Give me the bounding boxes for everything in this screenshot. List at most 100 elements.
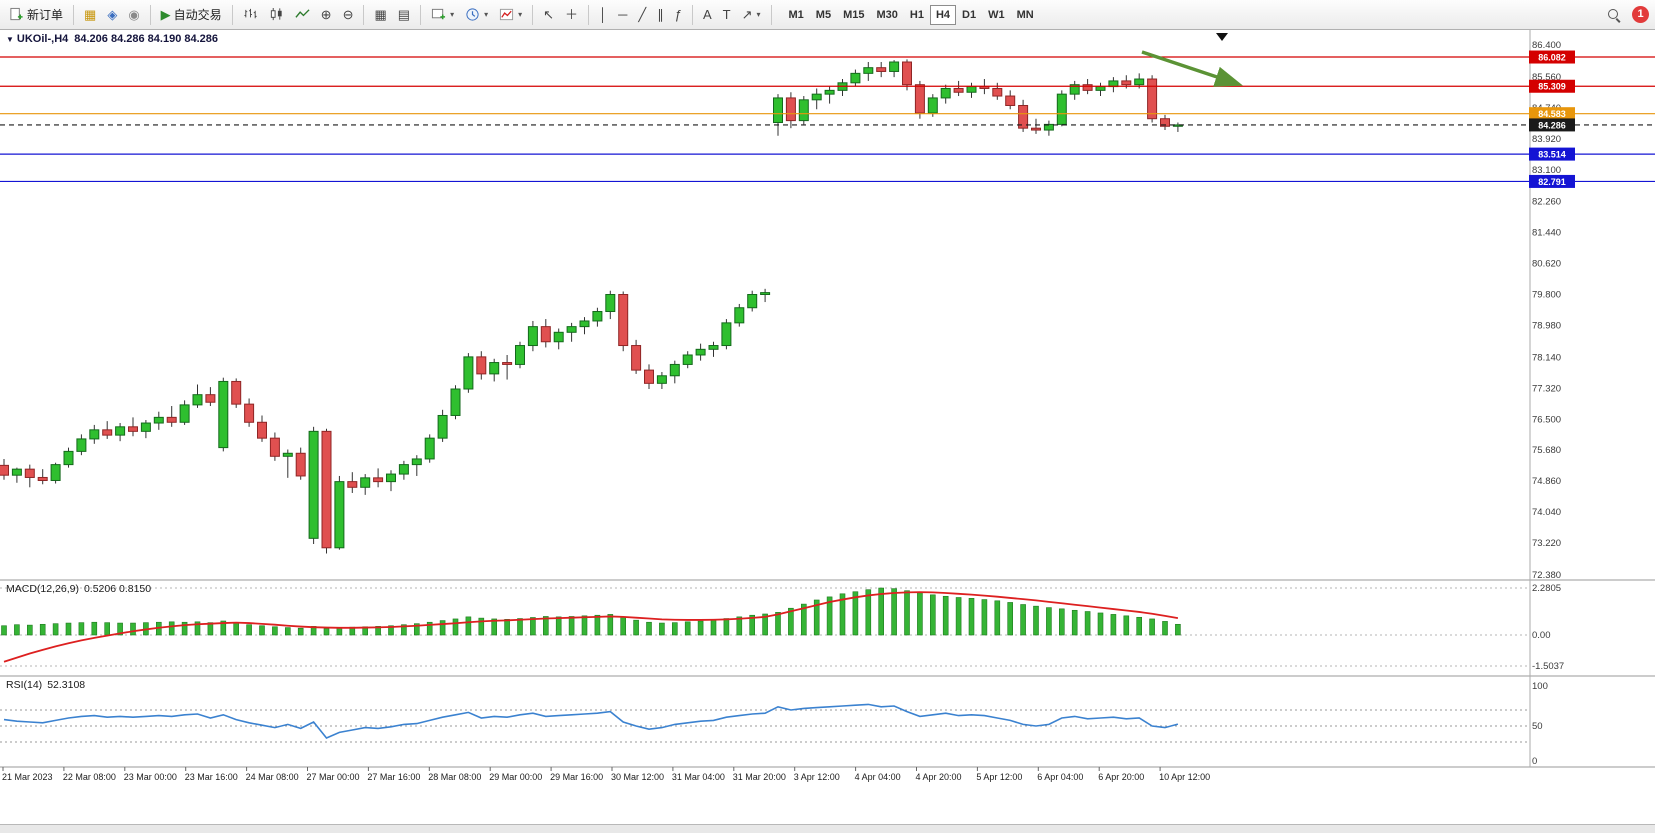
candle (644, 369, 654, 384)
rsi-scale-label: 50 (1532, 721, 1543, 732)
candle (527, 326, 538, 347)
new-order-button[interactable]: 新订单 (4, 3, 68, 27)
navigator-icon: ◈ (107, 7, 118, 22)
macd-histogram-bar (788, 607, 794, 636)
timeframe-w1[interactable]: W1 (982, 5, 1011, 25)
tile-windows-button[interactable]: ▦ (369, 3, 391, 27)
bar-chart-button[interactable] (238, 3, 263, 27)
candle (618, 294, 629, 347)
candle (811, 93, 822, 101)
candle (605, 294, 616, 313)
macd-histogram-bar (671, 622, 678, 636)
candle (695, 348, 706, 356)
indicators-icon (500, 8, 514, 21)
autotrading-button[interactable]: ▶ 自动交易 (156, 3, 227, 27)
channel-button[interactable]: ∥ (652, 3, 669, 27)
timeframe-m30[interactable]: M30 (870, 5, 903, 25)
timeframe-mn[interactable]: MN (1011, 5, 1040, 25)
price-tick-label: 85.560 (1532, 72, 1561, 83)
candle (76, 438, 87, 452)
price-tick-label: 74.040 (1532, 507, 1561, 518)
time-label: 3 Apr 12:00 (794, 772, 840, 782)
search-icon (1607, 8, 1621, 22)
candle-chart-button[interactable] (264, 3, 289, 27)
macd-histogram-bar (478, 617, 485, 636)
tile-windows-icon: ▦ (374, 7, 387, 22)
trend-arrow[interactable] (1141, 50, 1243, 87)
chart-shift-marker[interactable] (1216, 33, 1228, 41)
price-tick-label: 78.140 (1532, 352, 1561, 363)
candle (295, 452, 306, 477)
price-tick-label: 73.220 (1532, 538, 1561, 549)
macd-histogram-bar (1, 625, 7, 636)
line-chart-button[interactable] (290, 3, 315, 27)
candle (1082, 84, 1093, 91)
toolbar-separator (420, 4, 422, 25)
timeframe-m1[interactable]: M1 (783, 5, 810, 25)
toolbar-separator (770, 4, 772, 25)
candle (579, 320, 590, 328)
vertical-line-button[interactable]: │ (594, 3, 612, 27)
macd-histogram-bar (39, 623, 46, 636)
zoom-in-button[interactable]: ⊕ (316, 3, 337, 27)
candle (282, 452, 293, 457)
candle (979, 86, 990, 89)
candle (437, 414, 448, 439)
candle (914, 84, 925, 114)
text-button[interactable]: A (698, 3, 717, 27)
label-button[interactable]: T (718, 3, 736, 27)
time-label: 22 Mar 08:00 (63, 772, 116, 782)
arrows-button[interactable]: ↗ ▾ (737, 3, 766, 27)
macd-indicator-label: MACD(12,26,9) 0.5206 0.8150 (6, 583, 151, 595)
price-tick-label: 77.320 (1532, 383, 1561, 394)
cascade-windows-button[interactable]: ▤ (393, 3, 415, 27)
cursor-button[interactable]: ↖ (538, 3, 559, 27)
toolbar-separator (73, 4, 75, 25)
market-watch-button[interactable]: ▦ (79, 3, 101, 27)
level-badge[interactable] (1529, 174, 1575, 188)
status-bar (0, 824, 1655, 833)
trendline-button[interactable]: ╱ (633, 3, 651, 27)
horizontal-line-icon: ─ (618, 7, 628, 22)
macd-histogram-bar (1033, 605, 1039, 636)
symbol-dropdown-icon[interactable]: ▼ (6, 35, 14, 44)
price-tick-label: 83.920 (1532, 134, 1561, 145)
timeframe-m15[interactable]: M15 (837, 5, 870, 25)
crosshair-button[interactable]: ＋ (560, 3, 583, 27)
candle (1160, 118, 1170, 127)
macd-histogram-bar (917, 592, 923, 636)
navigator-button[interactable]: ◈ (102, 3, 122, 27)
macd-histogram-bar (375, 626, 381, 636)
level-badge[interactable] (1529, 50, 1575, 64)
terminal-button[interactable]: ◉ (123, 3, 144, 27)
time-label: 27 Mar 00:00 (307, 772, 360, 782)
horizontal-line-button[interactable]: ─ (613, 3, 632, 27)
timeframe-h1[interactable]: H1 (904, 5, 930, 25)
indicators-button[interactable]: ▾ (494, 3, 527, 27)
candle (1018, 104, 1029, 129)
macd-histogram-bar (336, 627, 343, 636)
macd-histogram-bar (607, 614, 614, 636)
candle (37, 476, 48, 481)
macd-histogram-bar (26, 624, 33, 636)
level-badge[interactable] (1529, 147, 1575, 161)
timeframe-d1[interactable]: D1 (956, 5, 982, 25)
level-badge[interactable] (1529, 107, 1575, 121)
search-button[interactable] (1602, 3, 1626, 27)
timeframe-m5[interactable]: M5 (810, 5, 837, 25)
level-badge[interactable] (1529, 79, 1575, 93)
candle (824, 89, 835, 95)
fibonacci-button[interactable]: ƒ (670, 3, 687, 27)
level-badge[interactable] (1529, 118, 1575, 132)
macd-histogram-bar (117, 622, 123, 636)
periods-button[interactable]: ▾ (460, 3, 493, 27)
candle (656, 375, 667, 384)
macd-histogram-bar (504, 619, 510, 636)
timeframe-h4[interactable]: H4 (929, 4, 956, 25)
zoom-out-button[interactable]: ⊖ (338, 3, 359, 27)
time-label: 23 Mar 16:00 (185, 772, 238, 782)
macd-histogram-bar (710, 619, 717, 636)
new-chart-button[interactable]: ▾ (426, 3, 459, 27)
notification-badge[interactable]: 1 (1632, 6, 1649, 23)
